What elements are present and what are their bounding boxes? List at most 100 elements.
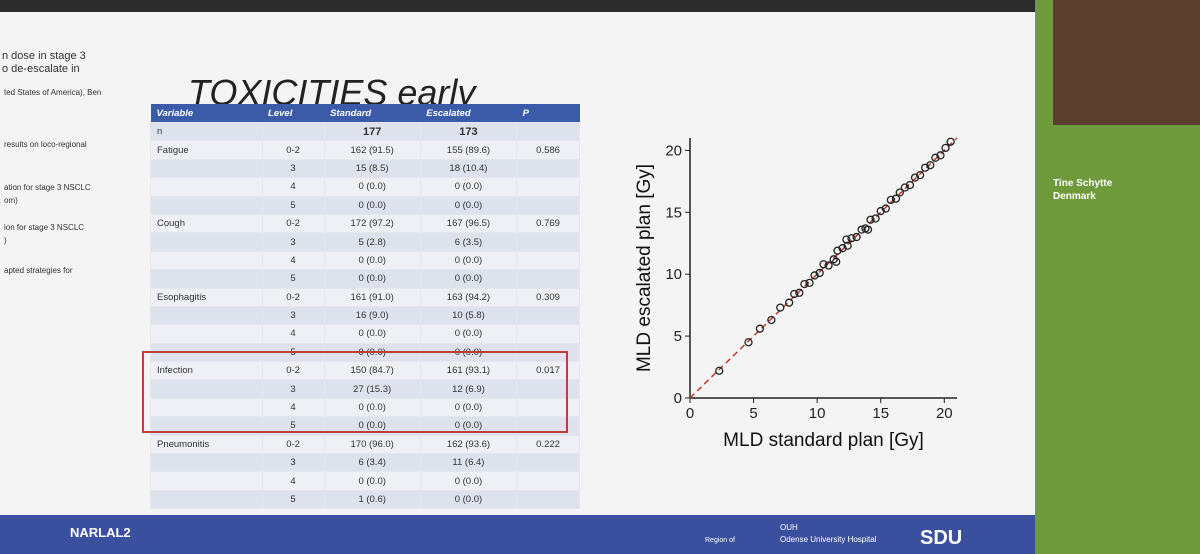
scatter-point [863, 225, 873, 234]
y-tick-label: 15 [665, 204, 682, 221]
table-cell: 0-2 [261, 434, 325, 455]
table-cell: 4 [261, 324, 325, 344]
note-text: ) [4, 236, 7, 245]
table-cell: 177 [323, 121, 421, 142]
table-cell [150, 158, 263, 179]
scatter-point [876, 206, 885, 216]
scatter-point [832, 257, 841, 266]
table-cell [516, 489, 580, 510]
scatter-point [847, 234, 856, 243]
note-text: ion for stage 3 NSCLC [4, 223, 85, 232]
table-cell: 3 [261, 305, 325, 326]
table-cell: 0.586 [516, 140, 580, 160]
table-cell: 163 (94.2) [419, 287, 518, 307]
scatter-point [776, 303, 785, 312]
table-cell: 150 (84.7) [323, 361, 421, 381]
table-cell: 18 (10.4) [419, 158, 518, 179]
scatter-point [895, 188, 904, 197]
scatter-point [881, 204, 890, 213]
y-axis-label: MLD escalated plan [Gy] [634, 164, 655, 372]
scatter-point [921, 163, 930, 172]
table-cell [516, 158, 580, 179]
table-cell: 0 (0.0) [419, 471, 518, 491]
note-text: apted strategies for [4, 266, 73, 275]
logo-text: Odense University Hospital [780, 535, 877, 544]
y-tick-label: 20 [665, 142, 682, 159]
table-row: 3 16 (9.0) 10 (5.8) [150, 305, 580, 326]
table-cell [150, 489, 263, 510]
table-cell: 5 [261, 416, 325, 436]
table-row: Cough 0-2 172 (97.2) 167 (96.5) 0.769 [150, 213, 580, 234]
x-tick-label: 20 [936, 405, 953, 422]
scatter-point [833, 246, 842, 255]
table-row: Infection 0-2 150 (84.7) 161 (93.1) 0.017 [150, 361, 580, 381]
scatter-point [795, 288, 804, 297]
logo-text: SDU [920, 527, 963, 549]
footer-text: NARLAL2 [70, 525, 131, 540]
table-cell [150, 269, 263, 289]
table-cell: 161 (93.1) [419, 361, 518, 381]
scatter-point [926, 161, 935, 170]
table-cell: 155 (89.6) [419, 140, 518, 160]
table-cell: 6 (3.4) [323, 453, 421, 473]
table-cell: 0 (0.0) [419, 195, 518, 215]
table-row: Pneumonitis 0-2 170 (96.0) 162 (93.6) 0.222 [150, 434, 580, 455]
scatter-point [946, 137, 955, 146]
table-cell: 5 [261, 269, 325, 289]
highlight-box [142, 351, 568, 433]
x-tick-label: 0 [686, 405, 694, 422]
table-cell: 161 (91.0) [323, 287, 421, 307]
table-cell: 0 (0.0) [419, 416, 518, 436]
table-cell [150, 250, 263, 271]
table-cell: Fatigue [150, 140, 263, 160]
scatter-point [891, 194, 901, 203]
logo-text: Region of [705, 537, 735, 544]
table-cell: 5 [261, 489, 325, 510]
scatter-point [755, 324, 765, 333]
table-cell [516, 453, 580, 473]
table-cell [516, 177, 580, 197]
x-tick-label: 5 [749, 405, 757, 422]
scatter-point [819, 260, 828, 269]
header-cell: P [516, 104, 580, 123]
scatter-point [744, 338, 753, 347]
table-cell: 0 (0.0) [323, 397, 421, 418]
table-cell: 0 (0.0) [419, 324, 518, 344]
scatter-point [842, 235, 851, 244]
scatter-point [886, 195, 896, 205]
scatter-point [824, 261, 833, 270]
x-tick-label: 15 [872, 405, 889, 422]
scatter-point [936, 151, 945, 160]
table-cell: 4 [261, 397, 325, 418]
scatter-point [829, 255, 838, 264]
table-row: Fatigue 0-2 162 (91.5) 155 (89.6) 0.586 [150, 140, 580, 160]
note-text: n dose in stage 3 [2, 50, 86, 62]
scatter-point [871, 214, 880, 223]
table-cell [150, 379, 263, 399]
table-cell: 167 (96.5) [419, 213, 518, 234]
scatter-point [715, 366, 724, 375]
table-cell: 173 [419, 121, 518, 142]
table-cell [150, 471, 263, 491]
scatter-point [900, 183, 910, 192]
scatter-point [800, 279, 809, 289]
table-cell [516, 471, 580, 491]
table-cell: 0.222 [516, 434, 580, 455]
header-cell: Level [262, 104, 325, 123]
table-cell: 0 (0.0) [419, 269, 518, 289]
y-tick-label: 10 [665, 266, 682, 283]
y-tick-label: 5 [674, 328, 682, 345]
header-cell: Escalated [420, 104, 517, 123]
table-cell: 162 (91.5) [323, 140, 421, 160]
scatter-point [915, 170, 925, 180]
table-row: 3 27 (15.3) 12 (6.9) [150, 379, 580, 399]
table-cell: 1 (0.6) [323, 489, 421, 510]
x-axis-label: MLD standard plan [Gy] [723, 430, 924, 451]
